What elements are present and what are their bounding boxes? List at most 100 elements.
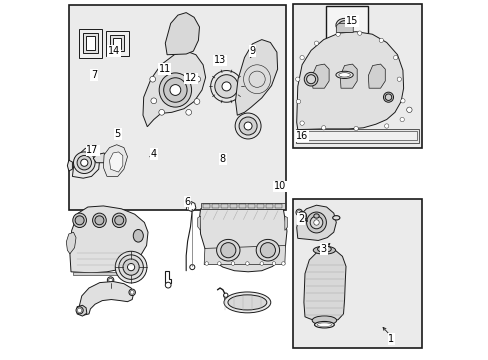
Ellipse shape xyxy=(115,251,146,283)
Polygon shape xyxy=(295,129,418,143)
Ellipse shape xyxy=(353,126,358,131)
Ellipse shape xyxy=(185,109,191,115)
Ellipse shape xyxy=(335,71,352,78)
Ellipse shape xyxy=(129,289,135,296)
Text: 11: 11 xyxy=(158,64,170,74)
Ellipse shape xyxy=(406,107,411,112)
Ellipse shape xyxy=(75,216,84,225)
Ellipse shape xyxy=(133,230,143,242)
Polygon shape xyxy=(212,204,218,208)
Polygon shape xyxy=(110,35,124,51)
Ellipse shape xyxy=(297,211,301,214)
Ellipse shape xyxy=(189,265,194,270)
Text: 17: 17 xyxy=(86,145,99,156)
Ellipse shape xyxy=(214,75,238,98)
Ellipse shape xyxy=(194,99,200,104)
Ellipse shape xyxy=(163,78,187,102)
Ellipse shape xyxy=(235,113,261,139)
Ellipse shape xyxy=(295,209,302,216)
Ellipse shape xyxy=(314,321,334,328)
Ellipse shape xyxy=(313,214,319,218)
Polygon shape xyxy=(275,204,281,208)
Ellipse shape xyxy=(130,291,134,294)
Text: 12: 12 xyxy=(184,73,197,84)
Ellipse shape xyxy=(170,85,181,95)
Ellipse shape xyxy=(335,32,340,36)
Ellipse shape xyxy=(92,213,106,228)
Polygon shape xyxy=(200,203,284,209)
Polygon shape xyxy=(265,204,272,208)
Ellipse shape xyxy=(378,38,383,42)
Ellipse shape xyxy=(216,239,240,261)
Ellipse shape xyxy=(384,124,388,128)
Text: 7: 7 xyxy=(91,70,97,80)
Ellipse shape xyxy=(299,121,304,125)
Ellipse shape xyxy=(119,255,143,279)
Ellipse shape xyxy=(296,99,300,104)
Ellipse shape xyxy=(223,293,227,297)
Polygon shape xyxy=(66,232,76,254)
Ellipse shape xyxy=(332,216,339,220)
Polygon shape xyxy=(86,36,95,50)
Ellipse shape xyxy=(204,262,208,265)
Polygon shape xyxy=(311,64,328,88)
Ellipse shape xyxy=(227,295,266,310)
Ellipse shape xyxy=(239,117,257,135)
Ellipse shape xyxy=(231,262,234,265)
Polygon shape xyxy=(113,38,121,49)
Ellipse shape xyxy=(299,213,304,219)
Ellipse shape xyxy=(123,259,139,275)
Ellipse shape xyxy=(112,213,126,228)
Ellipse shape xyxy=(385,94,391,100)
Text: 8: 8 xyxy=(220,154,225,164)
Ellipse shape xyxy=(77,156,91,170)
Text: 16: 16 xyxy=(295,131,307,141)
Bar xyxy=(293,199,421,348)
Ellipse shape xyxy=(400,99,404,103)
Polygon shape xyxy=(79,282,133,315)
Polygon shape xyxy=(197,216,200,230)
Ellipse shape xyxy=(317,323,331,327)
Ellipse shape xyxy=(151,98,156,104)
Text: 3: 3 xyxy=(320,244,326,254)
Polygon shape xyxy=(221,204,227,208)
Text: 2: 2 xyxy=(298,214,304,224)
Polygon shape xyxy=(83,33,98,53)
Text: 10: 10 xyxy=(273,181,285,192)
Ellipse shape xyxy=(159,109,164,115)
Ellipse shape xyxy=(299,55,304,60)
Ellipse shape xyxy=(399,117,404,122)
Text: 13: 13 xyxy=(213,55,225,66)
Polygon shape xyxy=(72,148,100,178)
Polygon shape xyxy=(142,51,205,127)
Polygon shape xyxy=(284,216,287,230)
Bar xyxy=(325,6,367,88)
Polygon shape xyxy=(165,13,199,55)
Ellipse shape xyxy=(224,292,270,313)
Ellipse shape xyxy=(210,71,242,102)
Ellipse shape xyxy=(306,75,315,84)
Ellipse shape xyxy=(321,126,325,130)
Ellipse shape xyxy=(306,212,325,233)
Ellipse shape xyxy=(77,308,81,312)
Ellipse shape xyxy=(115,216,123,225)
Ellipse shape xyxy=(338,73,349,77)
Ellipse shape xyxy=(73,213,86,228)
Ellipse shape xyxy=(314,41,318,45)
Text: 1: 1 xyxy=(387,334,394,344)
Polygon shape xyxy=(367,64,385,88)
Text: 4: 4 xyxy=(150,149,157,159)
Polygon shape xyxy=(230,204,236,208)
Polygon shape xyxy=(70,206,148,273)
Polygon shape xyxy=(79,29,102,58)
Ellipse shape xyxy=(313,220,319,225)
Ellipse shape xyxy=(393,55,397,60)
Ellipse shape xyxy=(260,262,263,265)
Polygon shape xyxy=(247,204,254,208)
Bar xyxy=(293,4,421,148)
Polygon shape xyxy=(340,64,356,88)
Polygon shape xyxy=(296,205,336,240)
Ellipse shape xyxy=(194,76,200,82)
Ellipse shape xyxy=(76,307,83,314)
Ellipse shape xyxy=(281,262,285,265)
